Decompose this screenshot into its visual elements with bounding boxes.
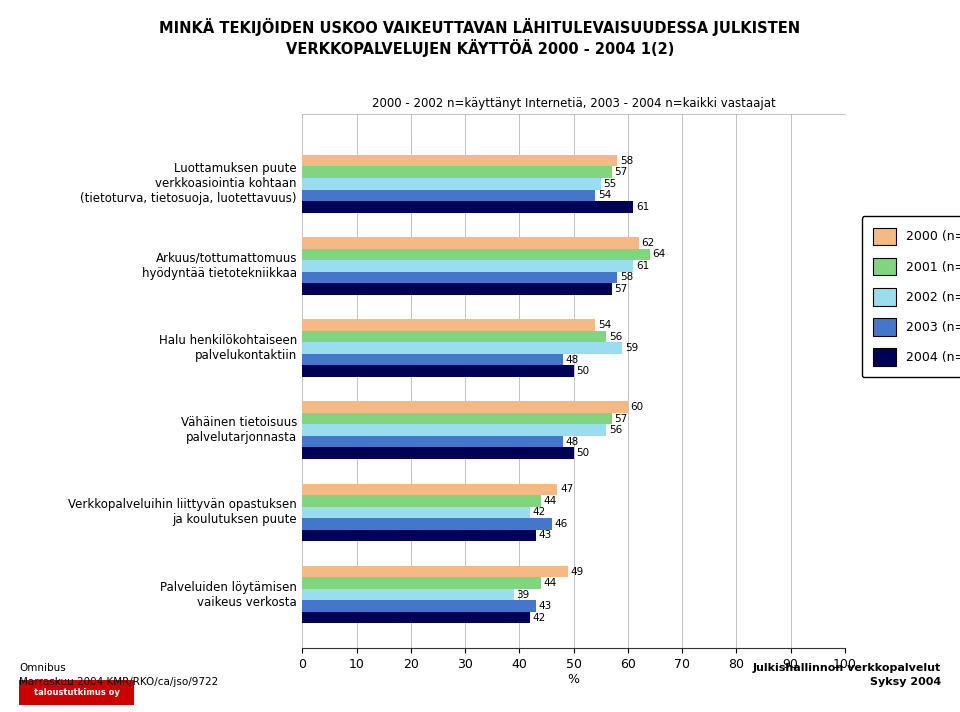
- Bar: [302, 447, 573, 459]
- Text: Omnibus: Omnibus: [19, 663, 66, 673]
- Bar: [302, 342, 622, 354]
- Text: 44: 44: [543, 496, 557, 506]
- Text: 43: 43: [539, 601, 552, 611]
- Bar: [302, 600, 536, 612]
- Text: 43: 43: [539, 530, 552, 540]
- Text: Marraskuu 2004 KMR/RKO/ca/jso/9722: Marraskuu 2004 KMR/RKO/ca/jso/9722: [19, 677, 219, 687]
- Bar: [302, 589, 514, 600]
- Text: 54: 54: [598, 190, 612, 200]
- Text: Syksy 2004: Syksy 2004: [870, 677, 941, 687]
- Text: taloustutkimus oy: taloustutkimus oy: [34, 688, 120, 697]
- Title: 2000 - 2002 n=käyttänyt Internetiä, 2003 - 2004 n=kaikki vastaajat: 2000 - 2002 n=käyttänyt Internetiä, 2003…: [372, 97, 776, 110]
- Text: 46: 46: [555, 519, 568, 529]
- Text: 57: 57: [614, 284, 628, 294]
- Text: 56: 56: [609, 332, 622, 342]
- Text: Arkuus/tottumattomuus
hyödyntää tietotekniikkaa: Arkuus/tottumattomuus hyödyntää tietotek…: [142, 252, 297, 280]
- Text: 61: 61: [636, 261, 649, 271]
- Text: 57: 57: [614, 414, 628, 424]
- Bar: [302, 201, 634, 212]
- Text: 58: 58: [620, 273, 633, 283]
- Text: 48: 48: [565, 355, 579, 365]
- Bar: [302, 518, 552, 530]
- Bar: [302, 483, 558, 495]
- Bar: [302, 178, 601, 189]
- Text: Julkishallinnon verkkopalvelut: Julkishallinnon verkkopalvelut: [753, 663, 941, 673]
- Bar: [302, 283, 612, 295]
- Text: 56: 56: [609, 425, 622, 435]
- Text: 54: 54: [598, 320, 612, 330]
- Bar: [302, 495, 541, 507]
- Bar: [302, 237, 638, 248]
- Bar: [302, 189, 595, 201]
- Bar: [302, 167, 612, 178]
- Text: MINKÄ TEKIJÖIDEN USKOO VAIKEUTTAVAN LÄHITULEVAISUUDESSA JULKISTEN: MINKÄ TEKIJÖIDEN USKOO VAIKEUTTAVAN LÄHI…: [159, 18, 801, 36]
- Text: VERKKOPALVELUJEN KÄYTTÖÄ 2000 - 2004 1(2): VERKKOPALVELUJEN KÄYTTÖÄ 2000 - 2004 1(2…: [286, 39, 674, 57]
- Text: Vähäinen tietoisuus
palvelutarjonnasta: Vähäinen tietoisuus palvelutarjonnasta: [180, 417, 297, 444]
- X-axis label: %: %: [567, 674, 580, 686]
- Text: 59: 59: [625, 343, 638, 353]
- Bar: [302, 424, 606, 436]
- Bar: [302, 354, 563, 365]
- Text: Palveluiden löytämisen
vaikeus verkosta: Palveluiden löytämisen vaikeus verkosta: [160, 580, 297, 609]
- Bar: [302, 436, 563, 447]
- Text: 44: 44: [543, 578, 557, 588]
- Text: 55: 55: [604, 179, 616, 189]
- Text: 60: 60: [631, 402, 643, 412]
- Text: Luottamuksen puute
verkkoasiointia kohtaan
(tietoturva, tietosuoja, luotettavuus: Luottamuksen puute verkkoasiointia kohta…: [81, 162, 297, 205]
- Text: 42: 42: [533, 508, 546, 518]
- Bar: [302, 331, 606, 342]
- Bar: [302, 566, 568, 577]
- Text: 64: 64: [652, 249, 665, 259]
- Legend: 2000 (n=581), 2001 (n=579), 2002 (n=580), 2003 (n=1016), 2004 (n=992): 2000 (n=581), 2001 (n=579), 2002 (n=580)…: [862, 216, 960, 377]
- Text: 50: 50: [576, 449, 589, 459]
- Bar: [302, 507, 530, 518]
- Bar: [302, 260, 634, 272]
- Bar: [302, 530, 536, 541]
- Text: 61: 61: [636, 201, 649, 211]
- Text: 48: 48: [565, 436, 579, 446]
- Text: 58: 58: [620, 156, 633, 166]
- Text: 50: 50: [576, 366, 589, 376]
- Text: Verkkopalveluihin liittyvän opastuksen
ja koulutuksen puute: Verkkopalveluihin liittyvän opastuksen j…: [68, 498, 297, 526]
- Text: 39: 39: [516, 590, 530, 600]
- Bar: [302, 248, 650, 260]
- Text: Halu henkilökohtaiseen
palvelukontaktiin: Halu henkilökohtaiseen palvelukontaktiin: [158, 334, 297, 362]
- Bar: [302, 402, 628, 413]
- Text: 57: 57: [614, 167, 628, 177]
- Bar: [302, 612, 530, 623]
- Text: 62: 62: [641, 238, 655, 248]
- Bar: [302, 319, 595, 331]
- Text: 42: 42: [533, 612, 546, 622]
- Bar: [302, 577, 541, 589]
- Bar: [302, 365, 573, 377]
- Text: 49: 49: [571, 567, 584, 577]
- Bar: [302, 272, 617, 283]
- Bar: [302, 155, 617, 167]
- Bar: [302, 413, 612, 424]
- Text: 47: 47: [560, 484, 573, 494]
